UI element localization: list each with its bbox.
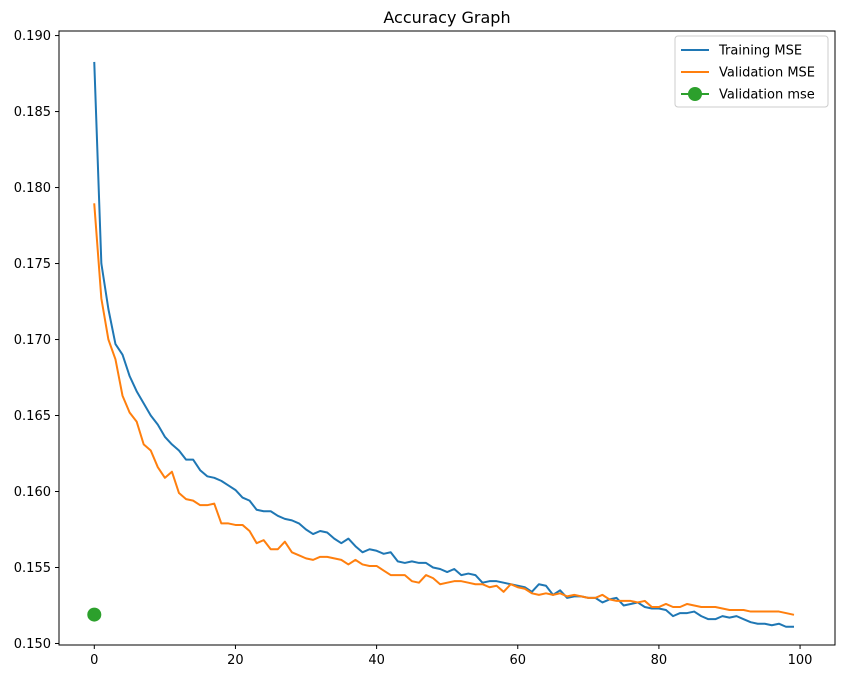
x-tick-label: 60 bbox=[509, 653, 526, 668]
series-line-training-mse bbox=[93, 61, 795, 628]
legend-label-validation-mse: Validation mse bbox=[719, 88, 815, 103]
chart-title: Accuracy Graph bbox=[383, 8, 510, 27]
plot-area bbox=[58, 30, 836, 646]
y-tick-label: 0.155 bbox=[14, 561, 51, 576]
y-tick-label: 0.185 bbox=[14, 105, 51, 120]
legend-label-validation-mse: Validation MSE bbox=[719, 66, 815, 81]
x-tick-label: 100 bbox=[788, 653, 813, 668]
x-tick-label: 80 bbox=[651, 653, 668, 668]
x-tick-label: 40 bbox=[368, 653, 385, 668]
x-tick-label: 0 bbox=[90, 653, 98, 668]
y-axis: 0.150 0.155 0.160 0.165 0.170 0.175 0.180 0.185… bbox=[14, 29, 59, 652]
data-point-validation-mse bbox=[87, 607, 102, 622]
y-tick-label: 0.165 bbox=[14, 409, 51, 424]
x-axis: 0 20 40 60 80 100 bbox=[90, 645, 812, 668]
y-tick-label: 0.180 bbox=[14, 181, 51, 196]
y-tick-label: 0.160 bbox=[14, 485, 51, 500]
plot-frame bbox=[58, 30, 836, 646]
y-tick-label: 0.150 bbox=[14, 637, 51, 652]
y-tick-label: 0.175 bbox=[14, 257, 51, 272]
legend: Training MSE Validation MSE Validation mse bbox=[674, 35, 829, 108]
series-line-validation-mse bbox=[93, 203, 795, 616]
y-tick-label: 0.190 bbox=[14, 29, 51, 44]
legend-marker-validation-mse bbox=[688, 87, 702, 101]
legend-label-training-mse: Training MSE bbox=[718, 44, 802, 59]
y-tick-label: 0.170 bbox=[14, 333, 51, 348]
x-tick-label: 20 bbox=[227, 653, 244, 668]
legend-box bbox=[674, 35, 829, 108]
